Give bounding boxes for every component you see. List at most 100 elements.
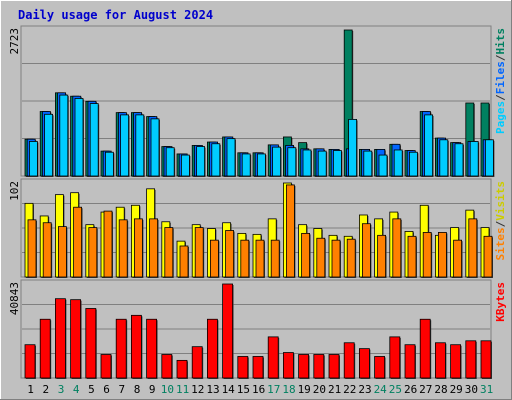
x-tick-label-20: 20 xyxy=(313,383,326,396)
sites-bar-day-16 xyxy=(255,239,265,278)
x-tick-label-18: 18 xyxy=(282,383,295,396)
y-max-label-middle: 102 xyxy=(8,181,21,201)
x-tick-label-23: 23 xyxy=(358,383,371,396)
chart-title: Daily usage for August 2024 xyxy=(18,8,213,22)
sites-bar-day-2 xyxy=(42,222,52,278)
legend-bottom: KBytes xyxy=(494,282,507,322)
x-tick-label-17: 17 xyxy=(267,383,280,396)
kbytes-bar-day-8 xyxy=(130,314,142,379)
x-tick-label-4: 4 xyxy=(73,383,80,396)
x-tick-label-1: 1 xyxy=(27,383,34,396)
kbytes-bar-day-11 xyxy=(176,359,188,379)
kbytes-bar-day-3 xyxy=(55,298,66,379)
kbytes-bar-day-25 xyxy=(389,336,401,379)
sites-bar-day-11 xyxy=(179,245,189,278)
sites-bar-day-8 xyxy=(133,218,143,278)
x-tick-label-25: 25 xyxy=(389,383,402,396)
legend-item-0-4: Hits xyxy=(494,28,507,55)
sites-bar-day-4 xyxy=(73,206,82,278)
pages-bar-day-22 xyxy=(348,119,358,177)
x-tick-label-19: 19 xyxy=(298,383,311,396)
x-tick-label-13: 13 xyxy=(206,383,219,396)
sites-bar-day-21 xyxy=(331,239,341,278)
x-tick-label-3: 3 xyxy=(58,383,65,396)
kbytes-bar-day-23 xyxy=(358,348,370,379)
sites-bar-day-27 xyxy=(422,232,432,278)
kbytes-bar-day-6 xyxy=(100,354,112,379)
x-tick-label-9: 9 xyxy=(149,383,156,396)
pages-bar-day-28 xyxy=(439,139,449,177)
x-tick-label-7: 7 xyxy=(118,383,125,396)
kbytes-bar-day-16 xyxy=(252,356,264,379)
sites-bar-day-13 xyxy=(209,239,219,278)
x-tick-label-24: 24 xyxy=(374,383,388,396)
x-tick-label-31: 31 xyxy=(480,383,493,396)
kbytes-bar-day-5 xyxy=(85,308,97,379)
x-tick-label-26: 26 xyxy=(404,383,417,396)
pages-bar-day-20 xyxy=(317,150,327,177)
pages-bar-day-10 xyxy=(165,147,175,177)
x-tick-label-2: 2 xyxy=(42,383,49,396)
x-tick-label-22: 22 xyxy=(343,383,356,396)
sites-bar-day-9 xyxy=(149,218,159,278)
pages-bar-day-29 xyxy=(454,143,464,177)
sites-bar-day-25 xyxy=(392,218,402,278)
x-tick-label-12: 12 xyxy=(191,383,204,396)
kbytes-bar-day-10 xyxy=(161,354,173,379)
kbytes-bar-day-18 xyxy=(282,352,294,379)
kbytes-bar-day-7 xyxy=(115,318,127,379)
y-max-label-top: 2723 xyxy=(8,28,21,55)
sites-bar-day-10 xyxy=(164,227,174,278)
pages-bar-day-5 xyxy=(89,103,99,177)
legend-item-0-3: / xyxy=(494,54,507,61)
kbytes-bar-day-20 xyxy=(313,354,325,379)
pages-bar-day-17 xyxy=(272,146,282,177)
sites-bar-day-5 xyxy=(88,227,98,278)
pages-bar-day-24 xyxy=(378,154,388,177)
kbytes-bar-day-17 xyxy=(267,336,279,379)
kbytes-bar-day-12 xyxy=(191,346,203,379)
x-tick-label-16: 16 xyxy=(252,383,265,396)
pages-bar-day-2 xyxy=(44,113,53,177)
legend-item-1-1: / xyxy=(494,220,507,227)
pages-bar-day-9 xyxy=(150,118,160,177)
legend-top: Pages/Files/Hits xyxy=(494,28,507,134)
sites-bar-day-6 xyxy=(103,210,113,278)
kbytes-bar-day-13 xyxy=(206,318,218,379)
kbytes-bar-day-15 xyxy=(237,356,249,379)
x-tick-label-15: 15 xyxy=(237,383,250,396)
pages-bar-day-30 xyxy=(469,141,479,177)
sites-bar-day-7 xyxy=(118,219,128,278)
sites-bar-day-22 xyxy=(346,238,356,278)
legend-item-0-1: / xyxy=(494,94,507,101)
legend-item-1-0: Sites xyxy=(494,227,507,260)
pages-bar-day-18 xyxy=(287,147,297,177)
kbytes-bar-day-19 xyxy=(298,354,310,379)
x-tick-label-29: 29 xyxy=(450,383,463,396)
kbytes-bar-day-27 xyxy=(419,318,431,379)
pages-bar-day-21 xyxy=(332,150,342,177)
x-tick-label-5: 5 xyxy=(88,383,95,396)
sites-bar-day-31 xyxy=(483,235,493,278)
pages-bar-day-23 xyxy=(363,150,373,177)
pages-bar-day-16 xyxy=(256,153,266,177)
pages-bar-day-13 xyxy=(211,143,221,177)
pages-bar-day-26 xyxy=(408,151,418,177)
pages-bar-day-11 xyxy=(180,154,190,177)
legend-item-0-2: Files xyxy=(494,61,507,94)
kbytes-bar-day-4 xyxy=(70,299,81,379)
pages-bar-day-1 xyxy=(28,141,38,177)
legend-item-0-0: Pages xyxy=(494,101,507,134)
x-tick-label-30: 30 xyxy=(465,383,478,396)
pages-bar-day-19 xyxy=(302,149,312,177)
sites-bar-day-14 xyxy=(225,230,235,278)
sites-bar-day-23 xyxy=(361,223,371,278)
sites-bar-day-24 xyxy=(377,234,387,278)
x-tick-label-8: 8 xyxy=(134,383,141,396)
pages-bar-day-4 xyxy=(74,98,84,177)
sites-bar-day-19 xyxy=(301,232,311,278)
x-tick-label-6: 6 xyxy=(103,383,110,396)
kbytes-bar-day-24 xyxy=(374,356,386,379)
pages-bar-day-27 xyxy=(424,114,434,177)
